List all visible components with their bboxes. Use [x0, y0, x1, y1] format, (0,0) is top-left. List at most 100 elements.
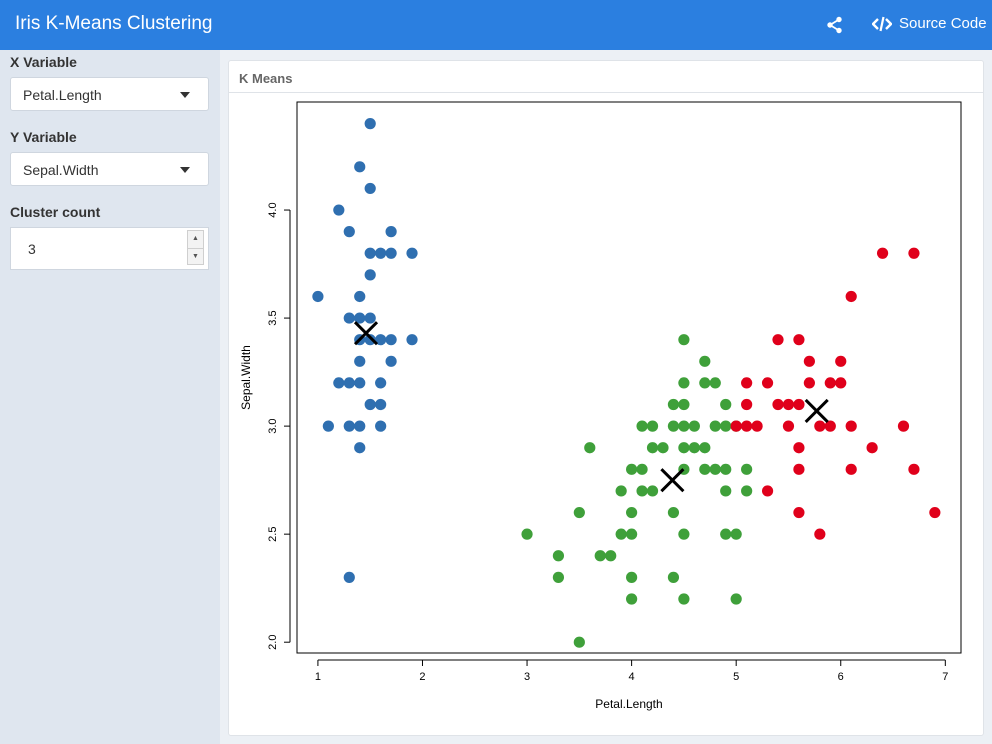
- cluster-2-point: [636, 463, 648, 475]
- cluster-1-point: [343, 226, 355, 238]
- cluster-3-point: [772, 334, 784, 346]
- cluster-2-point: [678, 398, 690, 411]
- kmeans-panel: K Means 1 2 3 4 5 6 7 2.0 2.5 3.0 3.5 4.0 Petal.Leng…: [228, 60, 984, 736]
- cluster-2-point: [594, 550, 606, 562]
- cluster-2-point: [720, 528, 732, 540]
- cluster-2-point: [699, 442, 711, 454]
- cluster-1-point: [312, 290, 324, 303]
- cluster-3-point: [751, 420, 763, 432]
- plot-frame: [296, 101, 962, 654]
- increment-button[interactable]: ▲: [192, 235, 199, 242]
- cluster-3-point: [897, 420, 910, 432]
- cluster-3-point: [782, 420, 795, 432]
- cluster-1-point: [364, 269, 376, 281]
- cluster-2-point: [626, 593, 638, 605]
- cluster-2-point: [657, 442, 669, 454]
- cluster-1-point: [385, 247, 397, 259]
- x-tick-label: 7: [942, 671, 948, 683]
- kmeans-scatter-plot: 1 2 3 4 5 6 7 2.0 2.5 3.0 3.5 4.0 Petal.Length Sepal.…: [239, 101, 962, 711]
- x-tick-label: 1: [315, 671, 321, 683]
- cluster-3-point: [793, 506, 805, 519]
- cluster-2-point: [615, 485, 627, 497]
- cluster-1-point: [375, 247, 387, 259]
- cluster-2-point: [709, 377, 721, 389]
- cluster-3-point: [803, 377, 815, 389]
- cluster-2-point: [688, 442, 700, 454]
- cluster-3-point: [741, 377, 753, 389]
- x-tick-label: 2: [419, 671, 425, 683]
- cluster-3-point: [761, 485, 774, 497]
- cluster-2-point: [699, 355, 711, 367]
- cluster-3-point: [803, 355, 815, 367]
- cluster-3-point: [772, 398, 784, 411]
- cluster-2-point: [646, 442, 659, 454]
- cluster-3-point: [845, 463, 857, 475]
- panel-header: K Means: [229, 61, 983, 93]
- cluster-1-point: [364, 334, 376, 346]
- y-variable-label: Y Variable: [10, 129, 77, 145]
- cluster-2-point: [678, 334, 690, 346]
- cluster-2-point: [720, 398, 732, 411]
- cluster-2-point: [730, 593, 742, 605]
- decrement-button[interactable]: ▼: [188, 248, 203, 265]
- share-icon[interactable]: [826, 16, 844, 34]
- cluster-1-point: [354, 377, 366, 389]
- cluster-3-point: [876, 247, 889, 259]
- cluster-3-point: [741, 398, 753, 411]
- cluster-1-point: [322, 420, 334, 432]
- cluster-2-point: [521, 528, 533, 540]
- cluster-3-point: [793, 334, 805, 346]
- cluster-2-point: [667, 420, 680, 432]
- cluster-center-marker: [353, 321, 379, 346]
- cluster-1-point: [343, 571, 355, 583]
- y-tick-label: 3.0: [267, 418, 279, 433]
- cluster-2-point: [552, 571, 565, 583]
- cluster-1-point: [343, 312, 355, 324]
- cluster-count-input[interactable]: 3 ▲ ▼: [10, 227, 209, 270]
- cluster-3-point: [835, 355, 847, 367]
- app-title: Iris K-Means Clustering: [15, 13, 213, 34]
- panel-title: K Means: [239, 71, 293, 86]
- cluster-2-point: [626, 528, 638, 540]
- x-tick-label: 5: [733, 671, 739, 683]
- cluster-2-point: [552, 550, 565, 562]
- y-axis-label: Sepal.Width: [239, 345, 253, 410]
- y-tick-label: 2.0: [267, 635, 279, 650]
- cluster-1-point: [364, 247, 376, 259]
- cluster-3-point: [793, 398, 805, 411]
- cluster-2-point: [678, 420, 690, 432]
- x-variable-select[interactable]: Petal.Length: [10, 77, 209, 111]
- y-variable-select[interactable]: Sepal.Width: [10, 152, 209, 186]
- cluster-2-point: [720, 485, 732, 497]
- cluster-1-point: [375, 334, 387, 346]
- cluster-1-point: [406, 334, 418, 346]
- cluster-1-point: [364, 182, 376, 195]
- cluster-2-point: [678, 528, 690, 540]
- code-icon: [872, 16, 892, 31]
- cluster-2-point: [699, 463, 711, 475]
- cluster-3-point: [929, 506, 941, 519]
- cluster-2-point: [741, 485, 753, 497]
- source-code-button[interactable]: Source Code: [872, 15, 987, 32]
- cluster-3-point: [793, 463, 805, 475]
- cluster-2-point: [709, 420, 721, 432]
- cluster-1-point: [343, 377, 355, 389]
- cluster-1-point: [364, 118, 376, 130]
- caret-down-icon: [180, 167, 190, 173]
- cluster-3-point: [845, 420, 857, 432]
- cluster-count-value: 3: [28, 241, 36, 257]
- x-variable-label: X Variable: [10, 54, 77, 70]
- cluster-1-point: [385, 334, 397, 346]
- cluster-1-point: [354, 161, 366, 173]
- cluster-2-point: [709, 463, 721, 475]
- cluster-1-point: [406, 247, 418, 259]
- cluster-2-point: [573, 636, 585, 648]
- cluster-2-point: [646, 420, 659, 432]
- cluster-2-point: [646, 485, 659, 497]
- cluster-2-point: [584, 442, 596, 454]
- cluster-center-marker: [804, 398, 829, 424]
- cluster-2-point: [699, 377, 711, 389]
- cluster-2-point: [636, 420, 648, 432]
- y-tick-label: 2.5: [267, 527, 279, 542]
- cluster-3-point: [814, 420, 826, 432]
